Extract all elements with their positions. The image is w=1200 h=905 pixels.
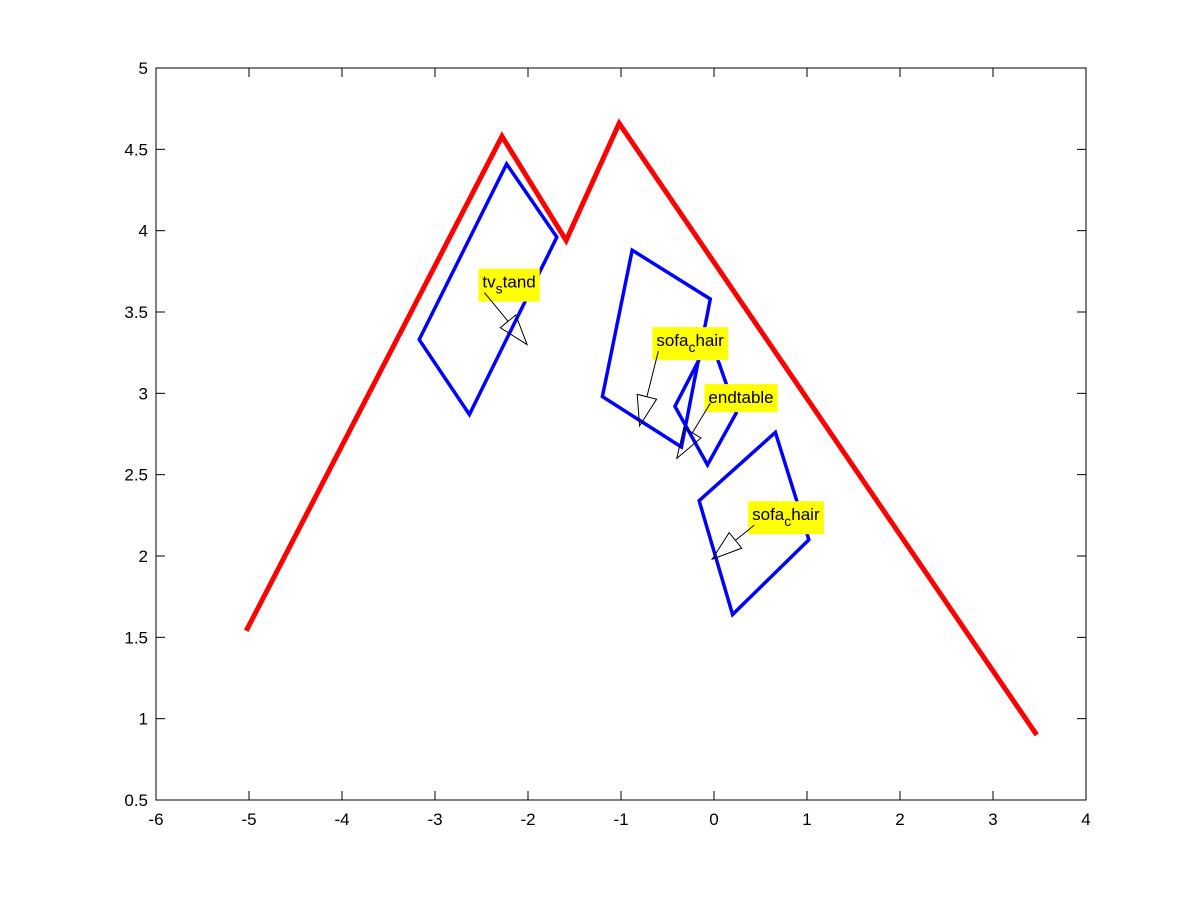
x-tick-label: -2 <box>520 810 535 829</box>
y-tick-label: 5 <box>139 59 148 78</box>
x-tick-label: 2 <box>895 810 904 829</box>
y-tick-label: 2.5 <box>124 466 148 485</box>
annotation-box <box>652 327 729 361</box>
annotation-label-subscript: c <box>688 339 695 355</box>
annotation-arrow-head <box>675 426 702 460</box>
y-tick-label: 4 <box>139 222 148 241</box>
annotation-box <box>478 268 540 302</box>
annotation-box <box>748 501 824 535</box>
plot-area <box>156 68 1086 800</box>
annotation-arrow-shaft <box>646 351 659 397</box>
tick-labels: -6 -5 -4 -3 -2 -1 0 1 2 3 4 0.5 1 1.5 2 2.5 3 3.5 4 4.5 5 <box>124 59 1090 829</box>
annotation-arrow-shaft <box>484 292 509 322</box>
y-tick-label: 2 <box>139 547 148 566</box>
x-tick-label: 1 <box>802 810 811 829</box>
object-polygon <box>600 247 713 450</box>
y-tick-label: 3 <box>139 384 148 403</box>
annotation-arrow-head <box>710 531 743 561</box>
y-tick-label: 4.5 <box>124 140 148 159</box>
annotation-arrow-shaft <box>735 524 755 541</box>
annotation-label-base: sofa <box>656 331 689 350</box>
annotation-label: tvstand <box>482 273 535 297</box>
annotation-arrow-shaft <box>691 402 711 434</box>
annotation-arrow-head <box>636 393 658 428</box>
y-tick-label: 3.5 <box>124 303 148 322</box>
boundary-line <box>243 118 1039 737</box>
y-tick-label: 1 <box>139 710 148 729</box>
annotation: tvstand <box>478 268 540 346</box>
x-tick-label: -6 <box>148 810 163 829</box>
annotation-label-base: sofa <box>752 505 785 524</box>
y-tick-label: 1.5 <box>124 628 148 647</box>
annotation-label-base: tv <box>482 273 496 292</box>
annotation-label-subscript: s <box>496 281 503 297</box>
annotation-label-rest: hair <box>791 505 820 524</box>
boundary-series <box>243 118 1039 737</box>
annotation-label-base: endtable <box>708 388 773 407</box>
x-tick-label: -5 <box>241 810 256 829</box>
x-tick-label: -3 <box>427 810 442 829</box>
object-polygon <box>417 160 559 418</box>
annotation-label: sofachair <box>656 331 724 355</box>
annotation-arrow-head <box>499 314 529 346</box>
y-tick-label: 0.5 <box>124 791 148 810</box>
x-tick-label: -1 <box>613 810 628 829</box>
annotation: sofachair <box>710 501 824 561</box>
x-tick-label: 0 <box>709 810 718 829</box>
annotation-label-rest: hair <box>695 331 724 350</box>
x-tick-label: 4 <box>1081 810 1090 829</box>
annotation-label: sofachair <box>752 505 820 529</box>
annotation: sofachair <box>636 327 729 428</box>
annotation-box <box>704 384 778 413</box>
annotation: endtable <box>675 384 778 460</box>
plot-frame <box>155 67 1087 801</box>
x-tick-label: 3 <box>988 810 997 829</box>
annotation-label: endtable <box>708 388 773 407</box>
annotation-label-subscript: c <box>784 513 791 529</box>
x-tick-label: -4 <box>334 810 349 829</box>
annotation-label-rest: tand <box>503 273 536 292</box>
